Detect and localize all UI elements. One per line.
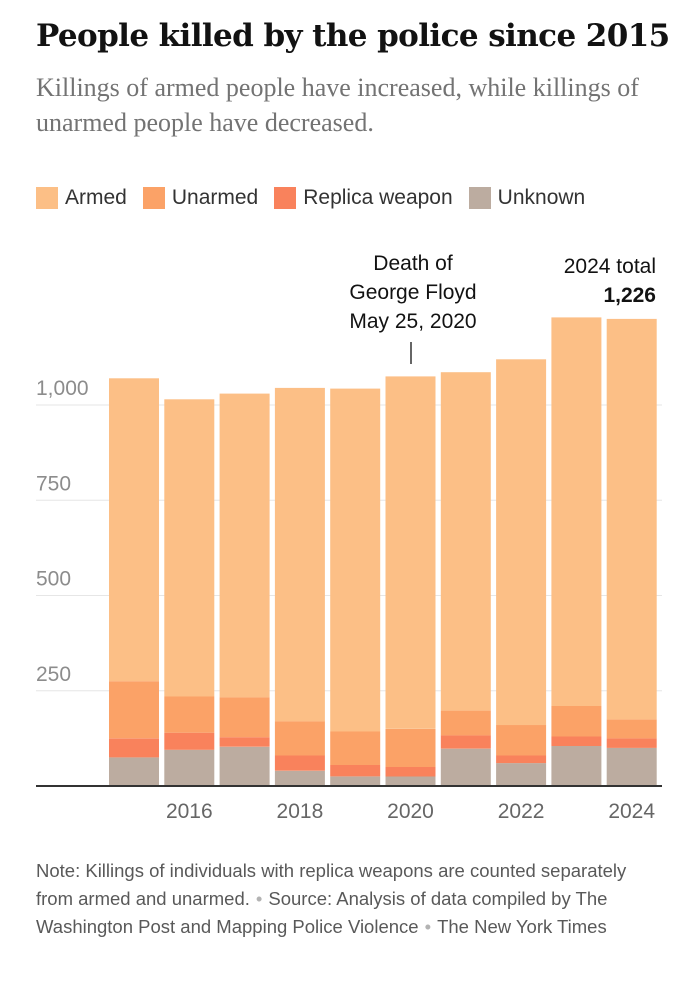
legend-item-replica-weapon: Replica weapon (274, 186, 453, 210)
bar-2015-replica (109, 738, 159, 758)
bar-2022-unknown (496, 763, 547, 786)
bar-2023-unknown (551, 746, 602, 786)
bar-2020-unknown (385, 776, 436, 786)
chart-note: Note: Killings of individuals with repli… (36, 857, 656, 941)
floyd-annotation-line-2: George Floyd (349, 281, 476, 304)
y-tick-label-750: 750 (36, 472, 71, 495)
bar-2023-replica (551, 736, 602, 746)
bar-2016-replica (164, 732, 215, 750)
bar-2016-unknown (164, 749, 215, 786)
chart-subtitle: Killings of armed people have increased,… (36, 73, 639, 137)
bar-2021-unarmed (440, 710, 491, 736)
bar-2024-armed (606, 318, 657, 720)
bar-2024-replica (606, 738, 657, 748)
chart-title: People killed by the police since 2015 (36, 18, 670, 54)
bar-2019-armed (330, 388, 381, 732)
bar-2023-unarmed (551, 706, 602, 737)
legend-label-armed: Armed (65, 186, 127, 209)
bar-2022-replica (496, 755, 547, 764)
bar-2024-unarmed (606, 719, 657, 739)
bar-2015-armed (109, 378, 159, 682)
bar-2022-armed (496, 359, 547, 726)
note-text: Note: Killings of individuals with repli… (36, 860, 627, 909)
legend-item-unarmed: Unarmed (142, 186, 259, 210)
credit-text: The New York Times (437, 916, 607, 937)
legend-swatch-armed (36, 187, 58, 209)
x-tick-label-2024: 2024 (608, 800, 655, 823)
x-axis-tick-labels: 2016 2018 2020 2022 2024 (166, 800, 655, 823)
legend-label-unarmed: Unarmed (171, 186, 259, 209)
bar-2018-unarmed (274, 721, 325, 756)
legend-swatch-unknown (468, 187, 491, 209)
bar-2021-unknown (440, 748, 491, 786)
bar-2016-armed (164, 399, 215, 697)
bar-2021-replica (440, 735, 491, 749)
floyd-annotation-line-3: May 25, 2020 (349, 310, 476, 333)
bar-2015-unknown (109, 757, 159, 786)
bar-2020-replica (385, 767, 436, 777)
x-tick-label-2016: 2016 (166, 800, 213, 823)
legend-swatch-replica-weapon (274, 187, 297, 209)
total-annotation-value: 1,226 (603, 284, 656, 307)
y-tick-label-500: 500 (36, 568, 71, 591)
x-tick-label-2020: 2020 (387, 800, 434, 823)
bar-2017-unknown (219, 746, 270, 786)
total-annotation-label: 2024 total (564, 255, 656, 278)
bar-2017-unarmed (219, 697, 270, 738)
bar-2015-unarmed (109, 681, 159, 739)
legend: Armed Unarmed Replica weapon Unknown (36, 186, 601, 210)
separator-dot: • (255, 888, 263, 909)
x-tick-label-2018: 2018 (277, 800, 324, 823)
floyd-annotation: Death of George Floyd May 25, 2020 (349, 252, 477, 364)
source-text: Source: Analysis of data compiled by The… (36, 888, 608, 937)
bar-2017-replica (219, 737, 270, 747)
legend-swatch-unarmed (142, 187, 165, 209)
bar-2022-unarmed (496, 725, 547, 756)
floyd-annotation-line-1: Death of (373, 252, 453, 275)
bar-2018-armed (274, 387, 325, 722)
legend-item-unknown: Unknown (468, 186, 586, 210)
bar-2019-unknown (330, 776, 381, 786)
bar-2016-unarmed (164, 696, 215, 733)
bar-2018-replica (274, 755, 325, 771)
separator-dot: • (424, 916, 432, 937)
y-axis-tick-labels: 250 500 750 1,000 (36, 377, 89, 686)
bar-2023-armed (551, 317, 602, 706)
bar-2018-unknown (274, 770, 325, 786)
x-tick-label-2022: 2022 (498, 800, 545, 823)
y-tick-label-250: 250 (36, 663, 71, 686)
bar-2019-replica (330, 765, 381, 777)
y-tick-label-1000: 1,000 (36, 377, 89, 400)
bar-2017-armed (219, 393, 270, 698)
legend-label-replica-weapon: Replica weapon (303, 186, 453, 209)
legend-item-armed: Armed (36, 186, 127, 210)
bar-2024-unknown (606, 747, 657, 786)
bar-2019-unarmed (330, 731, 381, 765)
stacked-bar-chart: 250 500 750 1,000 2016 2018 2020 2022 2024 Deat… (36, 252, 662, 823)
bar-2020-armed (385, 376, 436, 729)
bars (109, 317, 657, 786)
bar-2020-unarmed (385, 728, 436, 767)
legend-label-unknown: Unknown (497, 186, 586, 209)
bar-2021-armed (440, 372, 491, 711)
